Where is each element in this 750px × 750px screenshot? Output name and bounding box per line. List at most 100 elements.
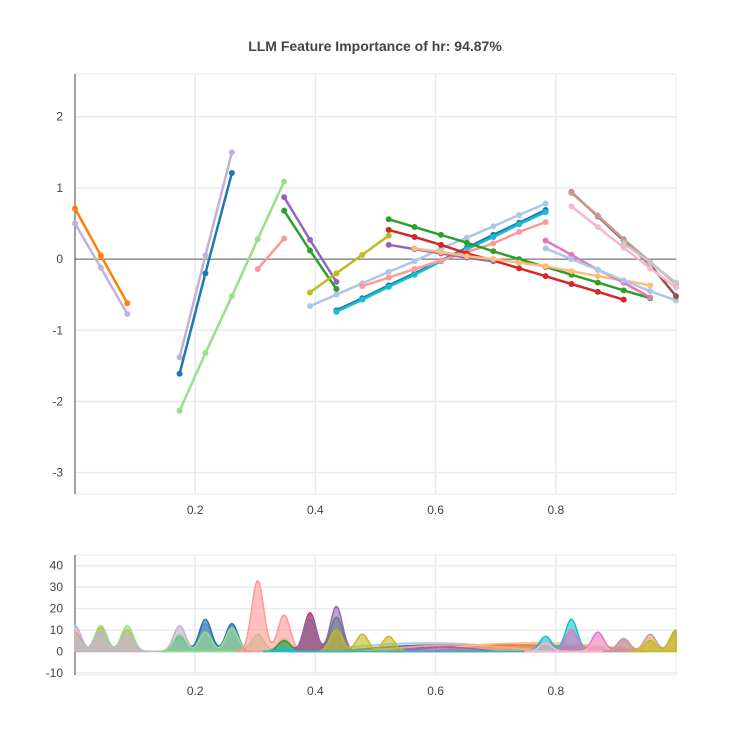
series-line	[309, 234, 390, 294]
data-point	[202, 252, 209, 259]
data-point	[568, 251, 575, 258]
data-point	[542, 237, 549, 244]
data-point	[647, 288, 654, 295]
series-3	[176, 149, 235, 361]
data-point	[385, 283, 392, 290]
line-plot: 0.2 0.4 0.6 0.8 -3 -2 -1 0 1 2	[52, 73, 679, 517]
density-series-5	[235, 580, 306, 653]
data-point	[281, 178, 288, 185]
data-point	[281, 235, 288, 242]
data-point	[124, 300, 131, 307]
data-point	[385, 268, 392, 275]
data-point	[254, 236, 261, 243]
data-point	[673, 297, 679, 304]
series-1	[72, 220, 131, 317]
y-tick-label: 40	[50, 559, 64, 573]
data-point	[385, 226, 392, 233]
data-point	[176, 354, 183, 361]
series-18	[542, 245, 679, 304]
data-point	[359, 296, 366, 303]
data-point	[490, 256, 497, 263]
data-point	[411, 266, 418, 273]
data-point	[281, 194, 288, 201]
data-point	[202, 350, 209, 357]
data-point	[516, 259, 523, 266]
data-point	[463, 239, 470, 246]
data-point	[228, 149, 235, 156]
data-point	[333, 270, 340, 277]
y-tick-label: 10	[50, 623, 64, 637]
data-point	[673, 279, 679, 286]
data-point	[594, 273, 601, 280]
data-point	[594, 224, 601, 231]
x-tick-label: 0.2	[187, 684, 204, 698]
data-point	[620, 296, 627, 303]
x-tick-label: 0.6	[427, 503, 444, 517]
data-point	[124, 310, 131, 317]
x-tick-label: 0.6	[427, 684, 444, 698]
data-point	[411, 234, 418, 241]
series-line	[256, 237, 286, 270]
x-tick-label: 0.8	[547, 503, 564, 517]
data-point	[306, 236, 313, 243]
data-point	[516, 221, 523, 228]
y-tick-label: 0	[56, 252, 63, 266]
data-point	[97, 264, 104, 271]
data-point	[306, 303, 313, 310]
data-point	[202, 270, 209, 277]
series-0	[72, 205, 131, 307]
data-point	[438, 257, 445, 264]
data-point	[620, 287, 627, 294]
data-point	[568, 189, 575, 196]
data-point	[411, 224, 418, 231]
data-point	[438, 231, 445, 238]
series-line	[545, 247, 677, 302]
density-plot: 0.2 0.4 0.6 0.8 -10 0 10 20 30 40	[46, 554, 677, 698]
data-point	[228, 169, 235, 176]
data-point	[463, 234, 470, 241]
data-point	[438, 248, 445, 255]
data-point	[97, 252, 104, 259]
data-point	[385, 274, 392, 281]
data-point	[620, 236, 627, 243]
data-point	[72, 220, 78, 227]
data-point	[254, 266, 261, 273]
data-point	[463, 253, 470, 260]
data-point	[333, 278, 340, 285]
x-tick-label: 0.4	[307, 503, 324, 517]
data-point	[333, 308, 340, 315]
data-point	[620, 277, 627, 284]
y-tick-label: 20	[50, 602, 64, 616]
data-point	[306, 289, 313, 296]
data-point	[490, 223, 497, 230]
data-point	[542, 273, 549, 280]
data-point	[620, 240, 627, 247]
data-point	[594, 212, 601, 219]
data-point	[490, 248, 497, 255]
data-point	[438, 241, 445, 248]
data-point	[568, 281, 575, 287]
data-point	[385, 241, 392, 248]
data-point	[281, 207, 288, 214]
density-hump-6	[388, 646, 496, 653]
y-tick-label: 30	[50, 580, 64, 594]
data-point	[568, 203, 575, 210]
data-point	[647, 282, 654, 289]
series-7	[281, 207, 340, 292]
chart-title: LLM Feature Importance of hr: 94.87%	[248, 38, 502, 54]
data-point	[490, 240, 497, 247]
series-line	[388, 228, 625, 301]
y-tick-label: 2	[56, 110, 63, 124]
data-point	[594, 288, 601, 295]
data-point	[72, 205, 78, 212]
data-point	[411, 271, 418, 278]
data-point	[176, 370, 183, 377]
series-line	[414, 247, 651, 287]
data-point	[568, 268, 575, 275]
data-point	[542, 200, 549, 207]
data-point	[385, 216, 392, 223]
y-tick-label: -2	[52, 394, 63, 408]
data-point	[411, 245, 418, 252]
y-tick-label: 1	[56, 181, 63, 195]
